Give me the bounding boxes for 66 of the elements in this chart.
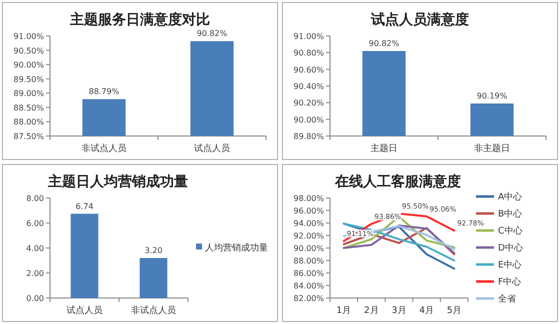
legend-label: 人均营销成功量 (205, 242, 268, 254)
y-tick-label: 96.00% (293, 206, 324, 216)
x-tick-label: 主题日 (370, 143, 398, 154)
legend-label: B中心 (498, 208, 522, 220)
y-tick-label: 88.50% (13, 103, 44, 112)
y-tick-label: 89.00% (13, 89, 44, 98)
y-tick-label: 91.00% (293, 32, 324, 41)
legend-label: A中心 (498, 192, 522, 202)
y-tick-label: 90.60% (293, 65, 324, 74)
legend-item: D中心 (476, 244, 523, 254)
y-tick-label: 82.00% (293, 294, 324, 303)
y-tick-label: 90.20% (293, 98, 324, 108)
y-tick-label: 88.00% (13, 118, 44, 127)
legend-label: C中心 (498, 226, 522, 236)
x-tick-label: 非试点人员 (82, 143, 126, 154)
x-tick-label: 4月 (419, 306, 434, 316)
chart-title: 主题日人均营销成功量 (46, 173, 188, 190)
data-label: 90.82% (368, 39, 400, 48)
x-tick-label: 2月 (364, 306, 379, 316)
y-tick-label: 90.00% (13, 60, 44, 70)
legend-item: F中心 (476, 278, 522, 288)
y-tick-label: 90.40% (293, 82, 324, 91)
x-tick-label: 5月 (446, 306, 462, 316)
y-tick-label: 89.50% (13, 74, 44, 84)
x-tick-label: 1月 (336, 306, 352, 316)
data-label: 88.79% (88, 87, 120, 96)
x-tick-label: 3月 (392, 306, 406, 316)
y-tick-label: 88.00% (293, 256, 324, 266)
y-tick-label: 98.00% (293, 194, 324, 203)
x-tick-label: 非试点人员 (131, 305, 176, 316)
data-label: 6.74 (76, 202, 94, 211)
y-tick-label: 87.50% (13, 132, 44, 141)
y-tick-label: 4.00 (26, 244, 44, 253)
legend-item: B中心 (476, 210, 522, 220)
legend-item: E中心 (476, 260, 522, 270)
data-label: 3.20 (144, 246, 162, 255)
y-tick-label: 89.80% (293, 132, 324, 141)
legend-label: 全省 (498, 294, 516, 304)
y-tick-label: 94.00% (293, 219, 324, 228)
legend-item: C中心 (476, 226, 522, 236)
x-tick-label: 试点人员 (66, 305, 102, 316)
x-tick-label: 试点人员 (194, 143, 230, 154)
chart-title: 在线人工客服满意度 (334, 173, 461, 190)
chart-title: 试点人员满意度 (370, 11, 469, 28)
y-tick-label: 90.00% (293, 115, 324, 124)
y-tick-label: 6.00 (26, 219, 44, 228)
y-tick-label: 90.50% (13, 46, 44, 56)
y-tick-label: 8.00 (26, 194, 44, 203)
y-tick-label: 91.00% (13, 32, 44, 41)
legend-label: F中心 (498, 276, 522, 288)
y-tick-label: 86.00% (293, 269, 324, 278)
data-label: 90.82% (196, 29, 228, 38)
y-tick-label: 0.00 (26, 294, 44, 303)
y-tick-label: 84.00% (293, 282, 324, 290)
legend-item: A中心 (476, 192, 522, 202)
y-tick-label: 90.00% (293, 244, 324, 253)
y-tick-label: 90.80% (293, 48, 324, 58)
legend-label: D中心 (498, 242, 523, 254)
chart-title: 主题服务日满意度对比 (69, 11, 210, 28)
legend-item: 全省 (476, 294, 516, 304)
legend-item: 人均营销成功量 (196, 244, 268, 254)
data-label: 90.19% (476, 92, 508, 100)
y-tick-label: 92.00% (293, 232, 324, 240)
x-tick-label: 非主题日 (474, 143, 510, 154)
legend-label: E中心 (498, 260, 522, 270)
y-tick-label: 2.00 (26, 269, 44, 278)
